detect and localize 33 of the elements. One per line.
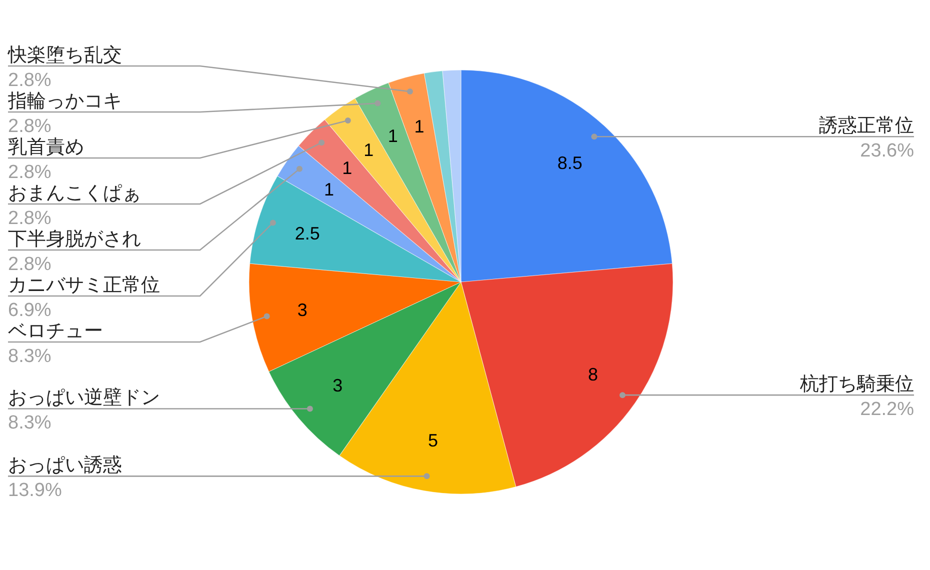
text: 22.2% [860,399,914,420]
text: 2.8% [8,208,52,229]
slice-label: 快楽堕ち乱交 [7,44,122,66]
text: 2.8% [8,70,52,91]
text: 2.8% [8,254,52,275]
text: 2.8% [8,116,52,137]
slice-label: おっぱい逆壁ドン [8,386,160,409]
slice-label: 下半身脱がされ [8,229,141,250]
text: 23.6% [860,140,914,162]
data-label: 3 [332,376,343,396]
text: 2.8% [8,162,52,183]
slice-label: 乳首責め [8,137,84,158]
slice-label: おっぱい誘惑 [8,455,122,476]
data-label: 1 [342,158,352,178]
data-label: 5 [428,430,438,451]
text: 8.3% [8,346,52,367]
slice-label: カニバサミ正常位 [8,275,160,296]
slice-label: 杭打ち騎乗位 [799,374,914,396]
slice-label: 指輪っかコキ [7,91,122,112]
text: 13.9% [8,480,62,502]
text: 8.3% [8,412,52,434]
text: 6.9% [8,300,52,321]
slice-label: おまんこくぱぁ [8,183,141,204]
data-label: 3 [297,300,308,320]
data-label: 1 [388,126,398,146]
data-label: 8.5 [557,153,582,174]
data-label: 2.5 [294,224,320,244]
data-label: 1 [324,180,334,200]
data-label: 1 [414,116,424,136]
data-label: 8 [588,364,598,384]
data-label: 1 [364,140,374,160]
slice-label: 誘惑正常位 [819,116,914,137]
slice-label: ベロチュー [8,321,103,342]
